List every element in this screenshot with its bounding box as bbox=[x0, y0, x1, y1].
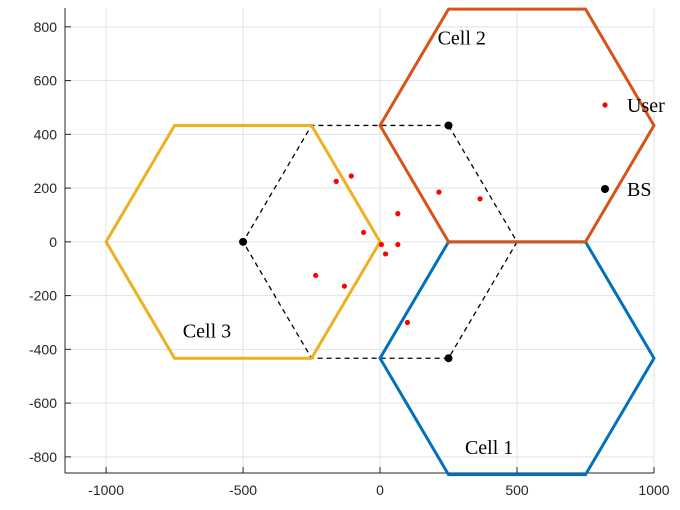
tick-labels: -1000 -500 0 500 1000 -800 -600 -400 -200 0 200 400… bbox=[29, 19, 670, 498]
user-point bbox=[477, 196, 482, 201]
y-tick-label: -200 bbox=[29, 288, 57, 304]
y-tick-label: 600 bbox=[34, 73, 58, 89]
user-point bbox=[342, 284, 347, 289]
y-tick-label: 800 bbox=[34, 19, 58, 35]
user-point bbox=[436, 190, 441, 195]
user-point bbox=[405, 320, 410, 325]
legend-marker-user bbox=[602, 102, 607, 107]
legend-marker-bs bbox=[601, 185, 609, 193]
user-point bbox=[313, 273, 318, 278]
bs-point bbox=[239, 238, 247, 246]
y-tick-label: -400 bbox=[29, 341, 57, 357]
legend-label-user: User bbox=[627, 95, 665, 117]
y-tick-label: 200 bbox=[34, 180, 58, 196]
cell-2-label: Cell 2 bbox=[438, 27, 486, 49]
bs-point bbox=[445, 354, 453, 362]
cell-1-label: Cell 1 bbox=[465, 437, 513, 459]
user-point bbox=[395, 242, 400, 247]
user-point bbox=[361, 230, 366, 235]
user-point bbox=[395, 211, 400, 216]
y-tick-label: 0 bbox=[49, 234, 57, 250]
x-tick-label: 500 bbox=[505, 482, 529, 498]
x-tick-label: -1000 bbox=[88, 482, 124, 498]
y-tick-label: 400 bbox=[34, 126, 58, 142]
x-tick-label: -500 bbox=[229, 482, 257, 498]
user-point bbox=[334, 179, 339, 184]
user-point bbox=[383, 251, 388, 256]
cell-3-label: Cell 3 bbox=[183, 320, 231, 342]
y-tick-label: -800 bbox=[29, 449, 57, 465]
bs-point bbox=[445, 121, 453, 129]
y-tick-label: -600 bbox=[29, 395, 57, 411]
x-tick-label: 1000 bbox=[638, 482, 669, 498]
legend: User BS bbox=[601, 95, 665, 201]
legend-label-bs: BS bbox=[627, 179, 651, 201]
user-point bbox=[349, 173, 354, 178]
user-point bbox=[379, 242, 384, 247]
x-tick-label: 0 bbox=[376, 482, 384, 498]
